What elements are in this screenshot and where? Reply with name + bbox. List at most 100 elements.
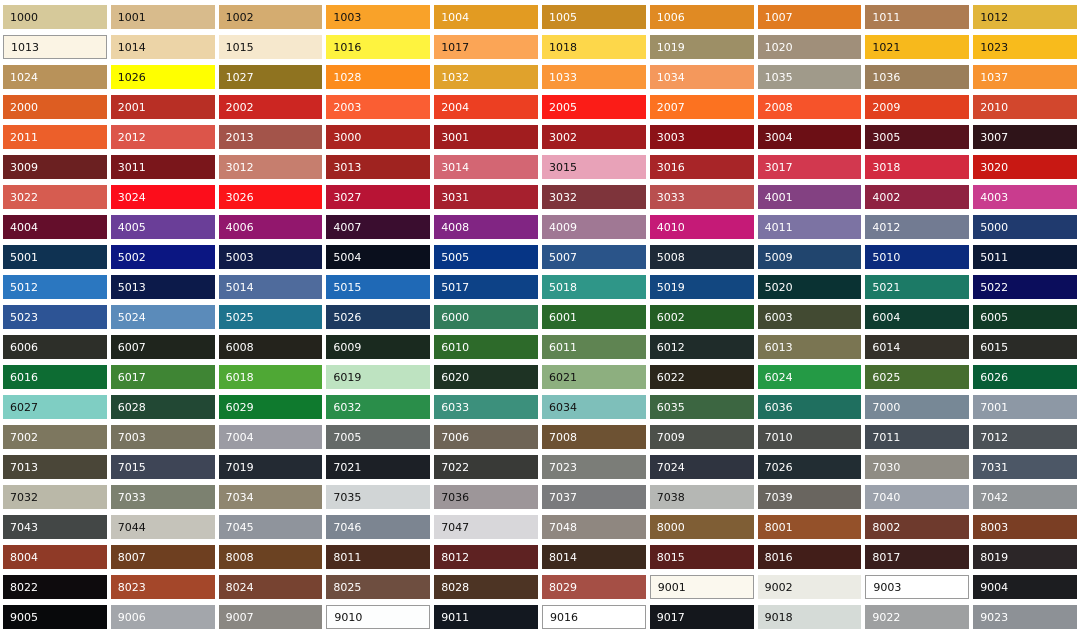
- color-swatch-2005[interactable]: 2005: [542, 95, 646, 119]
- color-swatch-4007[interactable]: 4007: [326, 215, 431, 239]
- color-swatch-6029[interactable]: 6029: [218, 395, 323, 419]
- color-swatch-5010[interactable]: 5010: [865, 245, 970, 269]
- color-swatch-7033[interactable]: 7033: [110, 485, 215, 509]
- color-swatch-7030[interactable]: 7030: [865, 455, 970, 479]
- color-swatch-2004[interactable]: 2004: [434, 95, 538, 119]
- color-swatch-1020[interactable]: 1020: [757, 35, 862, 59]
- color-swatch-1017[interactable]: 1017: [434, 35, 538, 59]
- color-swatch-5008[interactable]: 5008: [649, 245, 754, 269]
- color-swatch-1003[interactable]: 1003: [326, 5, 431, 29]
- color-swatch-2000[interactable]: 2000: [3, 95, 107, 119]
- color-swatch-6026[interactable]: 6026: [973, 365, 1077, 389]
- color-swatch-9002[interactable]: 9002: [757, 575, 862, 599]
- color-swatch-8002[interactable]: 8002: [865, 515, 970, 539]
- color-swatch-7015[interactable]: 7015: [110, 455, 215, 479]
- color-swatch-6013[interactable]: 6013: [757, 335, 862, 359]
- color-swatch-5019[interactable]: 5019: [649, 275, 754, 299]
- color-swatch-6033[interactable]: 6033: [434, 395, 538, 419]
- color-swatch-9010[interactable]: 9010: [326, 605, 431, 629]
- color-swatch-6014[interactable]: 6014: [865, 335, 970, 359]
- color-swatch-1000[interactable]: 1000: [3, 5, 107, 29]
- color-swatch-6020[interactable]: 6020: [434, 365, 538, 389]
- color-swatch-2012[interactable]: 2012: [110, 125, 215, 149]
- color-swatch-7048[interactable]: 7048: [542, 515, 646, 539]
- color-swatch-6021[interactable]: 6021: [542, 365, 646, 389]
- color-swatch-5018[interactable]: 5018: [542, 275, 646, 299]
- color-swatch-1011[interactable]: 1011: [865, 5, 970, 29]
- color-swatch-6028[interactable]: 6028: [110, 395, 215, 419]
- color-swatch-2002[interactable]: 2002: [218, 95, 323, 119]
- color-swatch-5009[interactable]: 5009: [757, 245, 862, 269]
- color-swatch-1001[interactable]: 1001: [110, 5, 215, 29]
- color-swatch-7019[interactable]: 7019: [218, 455, 323, 479]
- color-swatch-6015[interactable]: 6015: [973, 335, 1077, 359]
- color-swatch-1028[interactable]: 1028: [326, 65, 431, 89]
- color-swatch-3014[interactable]: 3014: [434, 155, 538, 179]
- color-swatch-6016[interactable]: 6016: [3, 365, 107, 389]
- color-swatch-6008[interactable]: 6008: [218, 335, 323, 359]
- color-swatch-3024[interactable]: 3024: [110, 185, 215, 209]
- color-swatch-1006[interactable]: 1006: [649, 5, 754, 29]
- color-swatch-8008[interactable]: 8008: [218, 545, 323, 569]
- color-swatch-7032[interactable]: 7032: [3, 485, 107, 509]
- color-swatch-6009[interactable]: 6009: [326, 335, 431, 359]
- color-swatch-1004[interactable]: 1004: [434, 5, 538, 29]
- color-swatch-5000[interactable]: 5000: [973, 215, 1077, 239]
- color-swatch-3020[interactable]: 3020: [973, 155, 1077, 179]
- color-swatch-6032[interactable]: 6032: [326, 395, 431, 419]
- color-swatch-8001[interactable]: 8001: [757, 515, 862, 539]
- color-swatch-5021[interactable]: 5021: [865, 275, 970, 299]
- color-swatch-8022[interactable]: 8022: [3, 575, 107, 599]
- color-swatch-7021[interactable]: 7021: [326, 455, 431, 479]
- color-swatch-6034[interactable]: 6034: [542, 395, 646, 419]
- color-swatch-7038[interactable]: 7038: [649, 485, 754, 509]
- color-swatch-7001[interactable]: 7001: [973, 395, 1077, 419]
- color-swatch-6036[interactable]: 6036: [757, 395, 862, 419]
- color-swatch-3011[interactable]: 3011: [110, 155, 215, 179]
- color-swatch-5012[interactable]: 5012: [3, 275, 107, 299]
- color-swatch-6022[interactable]: 6022: [649, 365, 754, 389]
- color-swatch-8016[interactable]: 8016: [757, 545, 862, 569]
- color-swatch-4006[interactable]: 4006: [218, 215, 323, 239]
- color-swatch-6003[interactable]: 6003: [757, 305, 862, 329]
- color-swatch-5020[interactable]: 5020: [757, 275, 862, 299]
- color-swatch-7045[interactable]: 7045: [218, 515, 323, 539]
- color-swatch-6035[interactable]: 6035: [649, 395, 754, 419]
- color-swatch-8024[interactable]: 8024: [218, 575, 323, 599]
- color-swatch-7010[interactable]: 7010: [757, 425, 862, 449]
- color-swatch-7000[interactable]: 7000: [865, 395, 970, 419]
- color-swatch-9001[interactable]: 9001: [649, 575, 754, 599]
- color-swatch-6017[interactable]: 6017: [110, 365, 215, 389]
- color-swatch-1016[interactable]: 1016: [326, 35, 431, 59]
- color-swatch-7004[interactable]: 7004: [218, 425, 323, 449]
- color-swatch-6011[interactable]: 6011: [542, 335, 646, 359]
- color-swatch-3027[interactable]: 3027: [326, 185, 431, 209]
- color-swatch-3012[interactable]: 3012: [218, 155, 323, 179]
- color-swatch-6005[interactable]: 6005: [973, 305, 1077, 329]
- color-swatch-6002[interactable]: 6002: [649, 305, 754, 329]
- color-swatch-9017[interactable]: 9017: [649, 605, 754, 629]
- color-swatch-8025[interactable]: 8025: [326, 575, 431, 599]
- color-swatch-1019[interactable]: 1019: [649, 35, 754, 59]
- color-swatch-8023[interactable]: 8023: [110, 575, 215, 599]
- color-swatch-3013[interactable]: 3013: [326, 155, 431, 179]
- color-swatch-3026[interactable]: 3026: [218, 185, 323, 209]
- color-swatch-8011[interactable]: 8011: [326, 545, 431, 569]
- color-swatch-6004[interactable]: 6004: [865, 305, 970, 329]
- color-swatch-5015[interactable]: 5015: [326, 275, 431, 299]
- color-swatch-9004[interactable]: 9004: [973, 575, 1077, 599]
- color-swatch-7003[interactable]: 7003: [110, 425, 215, 449]
- color-swatch-7009[interactable]: 7009: [649, 425, 754, 449]
- color-swatch-8007[interactable]: 8007: [110, 545, 215, 569]
- color-swatch-4002[interactable]: 4002: [865, 185, 970, 209]
- color-swatch-3000[interactable]: 3000: [326, 125, 431, 149]
- color-swatch-4001[interactable]: 4001: [757, 185, 862, 209]
- color-swatch-7042[interactable]: 7042: [973, 485, 1077, 509]
- color-swatch-2010[interactable]: 2010: [973, 95, 1077, 119]
- color-swatch-8015[interactable]: 8015: [649, 545, 754, 569]
- color-swatch-3003[interactable]: 3003: [649, 125, 754, 149]
- color-swatch-5022[interactable]: 5022: [973, 275, 1077, 299]
- color-swatch-9005[interactable]: 9005: [3, 605, 107, 629]
- color-swatch-7046[interactable]: 7046: [326, 515, 431, 539]
- color-swatch-8004[interactable]: 8004: [3, 545, 107, 569]
